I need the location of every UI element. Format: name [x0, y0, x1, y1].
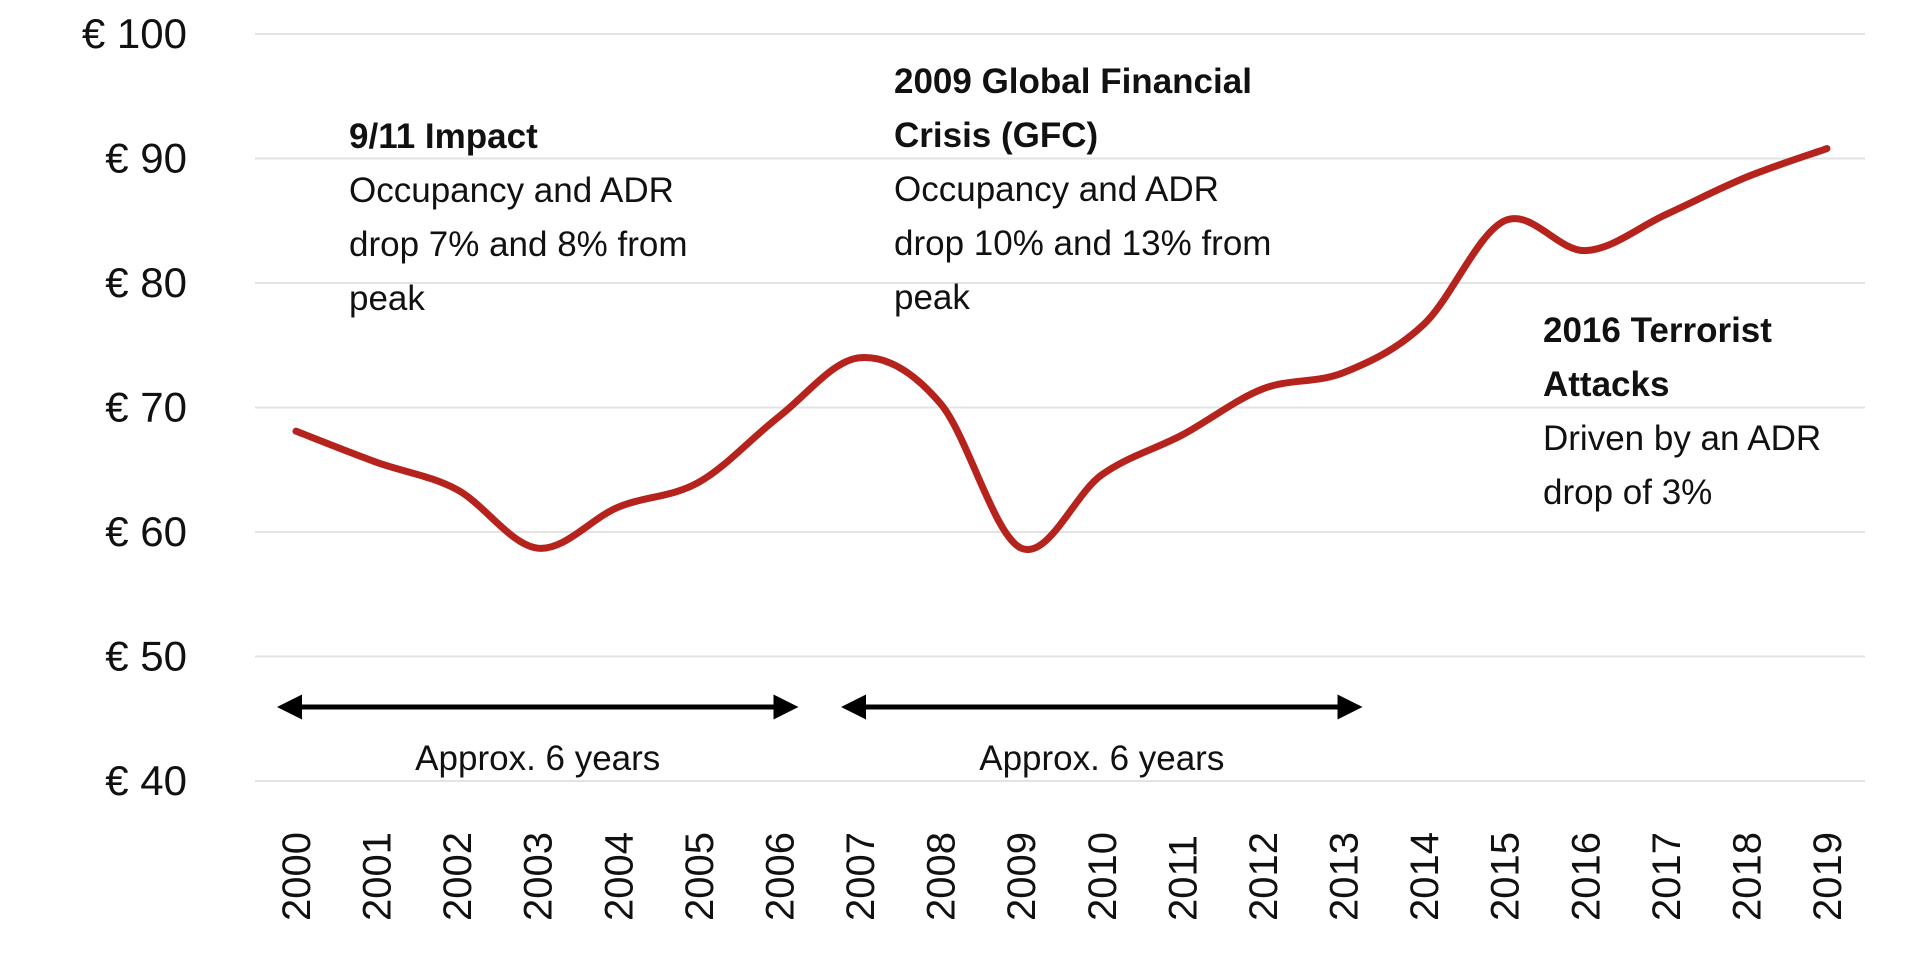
annotation: 9/11 Impact Occupancy and ADR drop 7% and …: [349, 117, 688, 318]
x-tick-label: 2001: [356, 832, 400, 921]
x-tick-label: 2000: [275, 832, 319, 921]
span-label: Approx. 6 years: [415, 739, 660, 778]
annotation: 2016 Terrorist Attacks Driven by an ADR dro…: [1543, 311, 1821, 512]
x-tick-label: 2019: [1806, 832, 1850, 921]
x-tick-label: 2012: [1242, 832, 1286, 921]
annotation-text: peak: [894, 278, 970, 317]
x-tick-label: 2002: [436, 832, 480, 921]
x-tick-label: 2004: [597, 832, 641, 921]
annotation-title: 2016 Terrorist: [1543, 311, 1772, 350]
annotation-title: 2009 Global Financial: [894, 62, 1252, 101]
y-tick-label: € 40: [105, 757, 187, 804]
x-tick-label: 2017: [1645, 832, 1689, 921]
y-tick-label: € 50: [105, 633, 187, 680]
x-tick-label: 2003: [517, 832, 561, 921]
x-tick-label: 2008: [920, 832, 964, 921]
x-tick-label: 2016: [1564, 832, 1608, 921]
annotation-title: Crisis (GFC): [894, 116, 1098, 155]
y-tick-label: € 80: [105, 259, 187, 306]
y-tick-label: € 90: [105, 135, 187, 182]
series-layer: [292, 145, 1831, 554]
series-line: [292, 145, 1831, 554]
x-tick-label: 2018: [1725, 832, 1769, 921]
annotation-text: Driven by an ADR: [1543, 419, 1821, 458]
y-tick-label: € 60: [105, 508, 187, 555]
period-spans: Approx. 6 years Approx. 6 years: [277, 694, 1363, 778]
y-tick-label: € 70: [105, 384, 187, 431]
x-tick-label: 2005: [678, 832, 722, 921]
annotation: 2009 Global Financial Crisis (GFC) Occupan…: [894, 62, 1271, 317]
annotation-text: drop of 3%: [1543, 473, 1712, 512]
x-tick-label: 2013: [1323, 832, 1367, 921]
x-tick-label: 2014: [1403, 832, 1447, 921]
x-tick-label: 2015: [1484, 832, 1528, 921]
x-tick-label: 2009: [1000, 832, 1044, 921]
annotation-text: drop 7% and 8% from: [349, 225, 688, 264]
annotation-text: Occupancy and ADR: [894, 170, 1219, 209]
x-tick-label: 2006: [758, 832, 802, 921]
gridlines: [255, 33, 1865, 782]
y-axis-ticks: € 40 € 50 € 60 € 70 € 80 € 90 € 100: [82, 10, 187, 804]
x-tick-label: 2007: [839, 832, 883, 921]
x-tick-label: 2010: [1081, 832, 1125, 921]
annotation-title: Attacks: [1543, 365, 1669, 404]
annotation-title: 9/11 Impact: [349, 117, 538, 156]
annotation-text: drop 10% and 13% from: [894, 224, 1271, 263]
annotation-text: Occupancy and ADR: [349, 171, 674, 210]
x-axis-ticks: 2000 2001 2002 2003 2004 2005 2006 2007 2008 2009…: [275, 832, 1850, 921]
span-label: Approx. 6 years: [979, 739, 1224, 778]
annotation-text: peak: [349, 279, 425, 318]
x-tick-label: 2011: [1161, 835, 1205, 921]
y-tick-label: € 100: [82, 10, 187, 57]
annotations: 9/11 Impact Occupancy and ADR drop 7% and …: [349, 62, 1821, 512]
